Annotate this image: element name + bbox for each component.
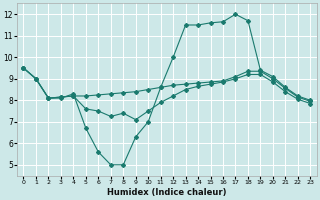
- X-axis label: Humidex (Indice chaleur): Humidex (Indice chaleur): [107, 188, 227, 197]
